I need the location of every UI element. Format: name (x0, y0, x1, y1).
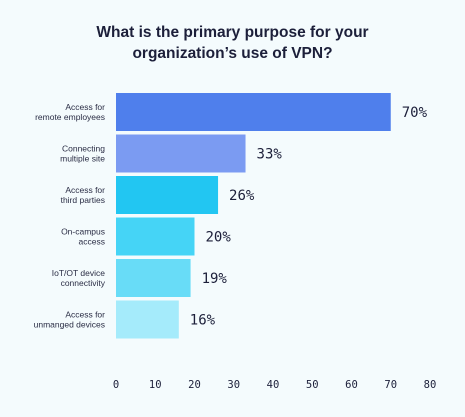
category-label-2-1: third parties (61, 195, 105, 205)
x-tick-label-1: 10 (149, 379, 162, 391)
category-label-3-1: access (79, 237, 105, 247)
category-label-2-0: Access for (65, 185, 105, 195)
x-tick-label-4: 40 (267, 379, 280, 391)
category-label-4-1: connectivity (61, 278, 106, 288)
bar-4 (116, 259, 191, 297)
bar-1 (116, 134, 246, 173)
bar-0 (116, 93, 391, 131)
chart-title: What is the primary purpose for your org… (0, 22, 465, 64)
category-label-5-1: unmanged devices (34, 320, 105, 330)
x-tick-label-5: 50 (306, 379, 319, 391)
x-tick-label-6: 60 (345, 379, 358, 391)
x-tick-label-0: 0 (113, 379, 119, 391)
value-label-1: 33% (257, 147, 283, 163)
category-label-4-0: IoT/OT device (52, 268, 105, 278)
value-label-5: 16% (190, 313, 216, 329)
category-label-0-1: remote employees (35, 112, 105, 122)
chart-title-line-2: organization’s use of VPN? (132, 45, 333, 62)
value-label-2: 26% (229, 188, 255, 204)
category-label-5-0: Access for (65, 310, 105, 320)
chart-title-line-1: What is the primary purpose for your (96, 24, 369, 41)
category-label-3-0: On-campus (61, 227, 105, 237)
x-tick-label-8: 80 (424, 379, 437, 391)
category-label-0-0: Access for (65, 102, 105, 112)
category-label-1-1: multiple site (60, 154, 105, 164)
bar-5 (116, 300, 179, 339)
bar-2 (116, 176, 219, 214)
x-tick-label-2: 20 (188, 379, 201, 391)
x-tick-label-7: 70 (384, 379, 397, 391)
value-label-4: 19% (202, 271, 228, 287)
x-tick-label-3: 30 (227, 379, 240, 391)
bar-3 (116, 217, 195, 256)
category-label-1-0: Connecting (62, 144, 105, 154)
value-label-0: 70% (402, 105, 428, 121)
value-label-3: 20% (206, 230, 232, 246)
